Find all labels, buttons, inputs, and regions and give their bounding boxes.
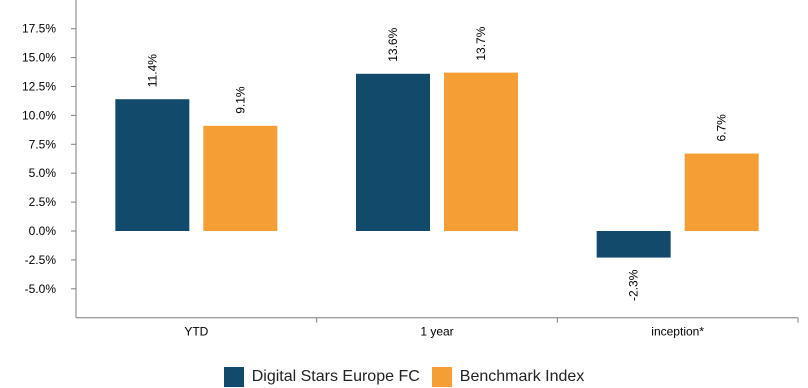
x-category-label: inception* [651,325,704,339]
y-tick-label: -5.0% [25,282,57,296]
bar-benchmark[interactable] [203,125,278,231]
legend: Digital Stars Europe FC Benchmark Index [0,366,808,388]
data-label: 13.6% [386,27,400,61]
y-tick-label: 17.5% [22,22,56,36]
legend-swatch-fund [223,367,244,387]
y-tick-label: 0.0% [29,224,57,238]
data-label: 6.7% [715,114,729,142]
x-category-label: YTD [184,325,208,339]
legend-label-fund: Digital Stars Europe FC [251,368,420,385]
y-tick-label: 12.5% [22,80,56,94]
bar-fund[interactable] [596,231,671,258]
data-labels: 11.4% 9.1% 13.6% 13.7% -2.3% 6.7% [145,26,728,301]
bar-benchmark[interactable] [444,72,518,232]
data-label: 11.4% [145,54,159,87]
bars [115,72,759,258]
y-tick-label: 7.5% [29,137,57,151]
x-axis: YTD 1 year inception* [76,317,799,339]
legend-item-benchmark[interactable]: Benchmark Index [431,367,585,387]
bar-fund[interactable] [356,73,430,231]
legend-item-fund[interactable]: Digital Stars Europe FC [223,367,420,387]
x-category-label: 1 year [420,325,453,339]
data-label: 9.1% [233,86,247,114]
y-tick-label: -2.5% [25,253,57,267]
data-label: 13.7% [474,26,488,60]
y-tick-label: 15.0% [22,51,56,65]
y-tick-label: 10.0% [22,108,56,122]
data-label: -2.3% [627,269,641,301]
y-axis: 17.5% 15.0% 12.5% 10.0% 7.5% 5.0% 2.5% 0.0% -2.5… [22,0,77,318]
legend-label-benchmark: Benchmark Index [459,368,585,385]
legend-swatch-benchmark [431,367,452,387]
y-tick-label: 2.5% [29,195,57,209]
y-tick-label: 5.0% [29,166,57,180]
bar-fund[interactable] [115,99,190,231]
bar-benchmark[interactable] [684,153,759,231]
